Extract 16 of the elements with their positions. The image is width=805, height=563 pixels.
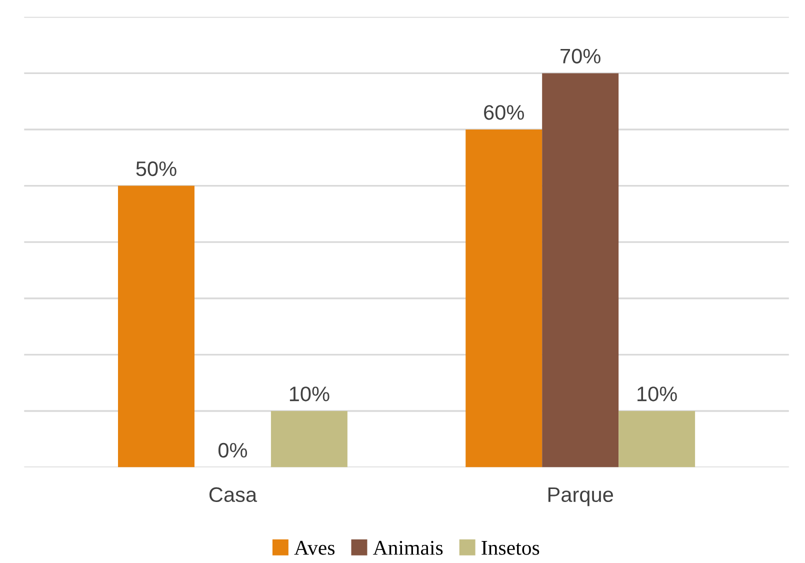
data-label: 10% xyxy=(290,386,330,402)
legend-label: Aves xyxy=(294,540,335,555)
x-tick-label: Parque xyxy=(548,488,613,506)
data-label: 70% xyxy=(560,48,600,64)
data-label: 50% xyxy=(136,161,176,176)
bar xyxy=(118,186,194,468)
data-label: 60% xyxy=(484,105,524,120)
x-tick-label: Casa xyxy=(209,487,258,502)
bar xyxy=(270,410,348,468)
data-label: 10% xyxy=(638,386,677,402)
legend-label: Insetos xyxy=(482,541,540,555)
bar xyxy=(542,73,619,468)
bar xyxy=(618,410,696,468)
bar xyxy=(466,129,542,468)
legend-label: Animais xyxy=(372,540,443,555)
data-label: 0% xyxy=(218,442,248,458)
